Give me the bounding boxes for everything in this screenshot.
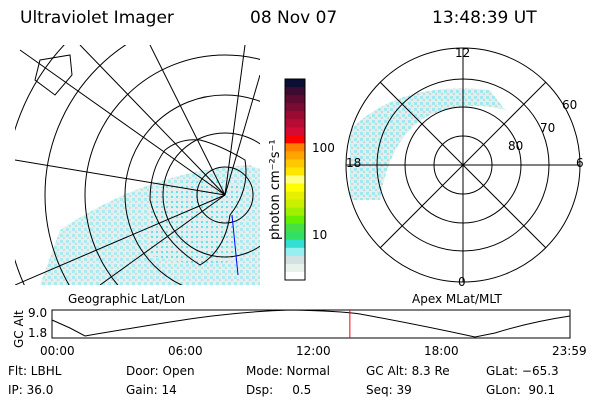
colorbar-swatch bbox=[285, 127, 305, 136]
polar-label-right: 6 bbox=[576, 156, 584, 170]
mode: Mode: Normal bbox=[246, 364, 330, 378]
colorbar-swatch bbox=[285, 175, 305, 185]
colorbar-swatch bbox=[285, 239, 305, 249]
xtick-2359: 23:59 bbox=[552, 344, 587, 358]
colorbar-swatch bbox=[285, 271, 305, 281]
xtick-1800: 18:00 bbox=[424, 344, 459, 358]
xtick-0600: 06:00 bbox=[168, 344, 203, 358]
timeline-ylabel: GC Alt bbox=[12, 310, 26, 348]
colorbar bbox=[285, 79, 305, 281]
aurora-bright bbox=[150, 181, 240, 264]
colorbar-tick-100: 100 bbox=[312, 141, 335, 155]
colorbar-swatch bbox=[285, 183, 305, 193]
colorbar-swatch bbox=[285, 167, 305, 176]
filter: Flt: LBHL bbox=[8, 364, 62, 378]
dsp: Dsp: 0.5 bbox=[246, 383, 312, 397]
colorbar-swatch bbox=[285, 247, 305, 257]
seq: Seq: 39 bbox=[366, 383, 412, 397]
ip: IP: 36.0 bbox=[8, 383, 54, 397]
altitude-timeline bbox=[51, 309, 571, 339]
polar-label-top: 12 bbox=[455, 46, 471, 60]
time: 13:48:39 UT bbox=[432, 8, 537, 28]
xtick-0000: 00:00 bbox=[40, 344, 75, 358]
colorbar-swatch bbox=[285, 215, 305, 225]
polar-emission bbox=[350, 88, 505, 200]
colorbar-swatch bbox=[285, 111, 305, 120]
geographic-map bbox=[15, 45, 260, 285]
colorbar-swatch bbox=[285, 103, 305, 112]
colorbar-swatch bbox=[285, 87, 305, 96]
date: 08 Nov 07 bbox=[250, 8, 338, 28]
colorbar-swatch bbox=[285, 135, 305, 144]
geographic-label: Geographic Lat/Lon bbox=[68, 292, 186, 306]
polar-label-left: 18 bbox=[346, 156, 362, 170]
ytick-1.8: 1.8 bbox=[28, 326, 48, 340]
colorbar-swatch bbox=[285, 159, 305, 168]
instrument-title: Ultraviolet Imager bbox=[20, 8, 174, 28]
colorbar-swatch bbox=[285, 255, 305, 265]
glon: GLon: 90.1 bbox=[486, 383, 556, 397]
ytick-9: 9.0 bbox=[28, 306, 48, 320]
gain: Gain: 14 bbox=[126, 383, 177, 397]
colorbar-swatch bbox=[285, 191, 305, 201]
colorbar-swatch bbox=[285, 151, 305, 160]
colorbar-tick-10: 10 bbox=[312, 228, 328, 242]
colorbar-swatch bbox=[285, 207, 305, 217]
lat-label-70: 70 bbox=[540, 121, 556, 135]
terminator-line bbox=[231, 214, 239, 276]
colorbar-swatch bbox=[285, 143, 305, 152]
glat: GLat: −65.3 bbox=[486, 364, 559, 378]
colorbar-swatch bbox=[285, 231, 305, 241]
colorbar-swatch bbox=[285, 263, 305, 273]
colorbar-swatch bbox=[285, 199, 305, 209]
colorbar-swatch bbox=[285, 95, 305, 104]
polar-label-bottom: 0 bbox=[458, 275, 466, 289]
polar-plot bbox=[345, 47, 581, 283]
gc-alt: GC Alt: 8.3 Re bbox=[366, 364, 450, 378]
altitude-curve bbox=[51, 309, 571, 338]
lat-label-80: 80 bbox=[508, 139, 524, 153]
door: Door: Open bbox=[126, 364, 195, 378]
colorbar-swatch bbox=[285, 223, 305, 233]
apex-label: Apex MLat/MLT bbox=[412, 292, 502, 306]
colorbar-swatch bbox=[285, 119, 305, 128]
colorbar-label: photon cm⁻²s⁻¹ bbox=[268, 139, 283, 240]
xtick-1200: 12:00 bbox=[296, 344, 331, 358]
colorbar-swatch bbox=[285, 79, 305, 88]
lat-label-60: 60 bbox=[562, 98, 578, 112]
